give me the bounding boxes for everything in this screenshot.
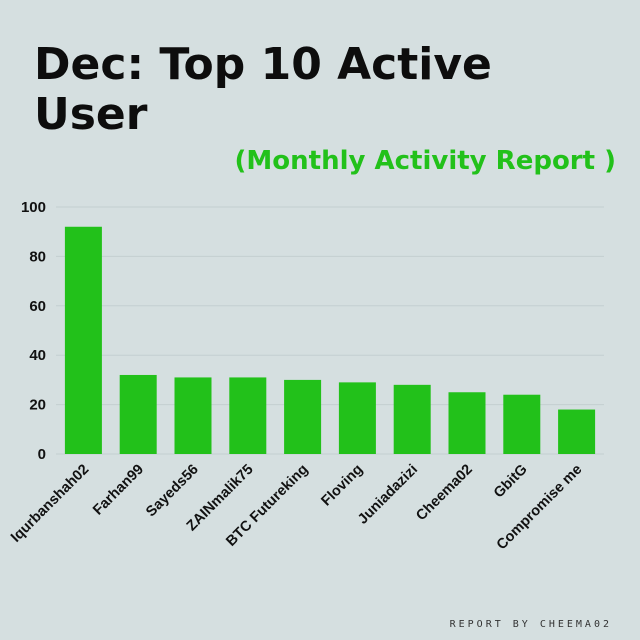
x-tick-label: Sayeds56 [143, 462, 202, 521]
bars [64, 226, 596, 454]
x-tick-label: Floving [318, 462, 366, 510]
x-tick-label: Farhan99 [90, 462, 147, 519]
bar-zainmalik75 [229, 377, 267, 454]
bar-juniadazizi [393, 384, 431, 454]
y-axis-ticks: 0 20 40 60 80 100 [21, 199, 46, 463]
bar-compromise-me [558, 409, 596, 454]
y-tick-label: 0 [38, 446, 46, 463]
bar-iqurbanshah02 [64, 226, 102, 454]
bar-farhan99 [119, 374, 157, 454]
y-tick-label: 20 [29, 397, 46, 414]
bar-btc-futureking [284, 379, 322, 454]
x-tick-label: Iqurbanshah02 [8, 462, 92, 546]
chart-subtitle: (Monthly Activity Report ) [234, 146, 616, 176]
y-tick-label: 100 [21, 199, 46, 216]
y-tick-label: 80 [29, 248, 46, 265]
bar-cheema02 [448, 392, 486, 454]
y-tick-label: 40 [29, 347, 46, 364]
bar-gbitg [503, 394, 541, 454]
report-footer: REPORT BY CHEEMA02 [449, 619, 612, 630]
chart-title: Dec: Top 10 Active User [34, 39, 492, 140]
x-tick-label: GbitG [491, 462, 531, 502]
bar-sayeds56 [174, 377, 212, 454]
x-tick-label: Juniadazizi [355, 462, 421, 528]
y-tick-label: 60 [29, 298, 46, 315]
x-tick-label: Cheema02 [413, 462, 476, 525]
x-axis-ticks: Iqurbanshah02Farhan99Sayeds56ZAINmalik75… [8, 462, 585, 554]
bar-floving [338, 382, 376, 454]
